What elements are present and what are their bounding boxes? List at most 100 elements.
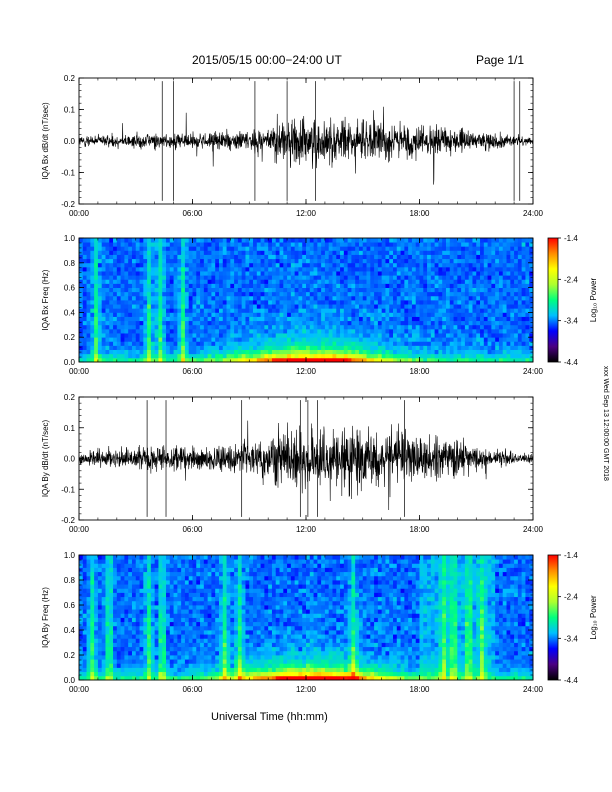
spectrogram-cell <box>113 600 118 606</box>
spectrogram-cell <box>188 563 193 568</box>
spectrogram-cell <box>135 254 140 260</box>
spectrogram-cell <box>480 271 485 276</box>
spectrogram-cell <box>113 337 118 342</box>
spectrogram-cell <box>362 242 367 247</box>
spectrogram-cell <box>158 567 163 573</box>
spectrogram-cell <box>464 271 470 276</box>
spectrogram-cell <box>287 308 292 313</box>
spectrogram-cell <box>317 337 322 342</box>
spectrogram-cell <box>427 308 432 313</box>
spectrogram-cell <box>510 341 515 346</box>
spectrogram-cell <box>411 295 417 301</box>
spectrogram-cell <box>298 333 303 338</box>
spectrogram-cell <box>154 659 159 664</box>
spectrogram-cell <box>150 584 156 589</box>
spectrogram-cell <box>162 308 167 313</box>
spectrogram-cell <box>139 596 144 602</box>
spectrogram-cell <box>419 242 424 247</box>
spectrogram-cell <box>472 262 477 268</box>
spectrogram-cell <box>200 617 205 623</box>
spectrogram-cell <box>487 291 492 297</box>
spectrogram-cell <box>131 312 137 317</box>
spectrogram-cell <box>336 328 341 334</box>
spectrogram-cell <box>347 324 352 330</box>
spectrogram-cell <box>143 291 148 297</box>
spectrogram-cell <box>90 559 95 564</box>
spectrogram-cell <box>423 357 428 363</box>
spectrogram-cell <box>79 308 84 313</box>
spectrogram-cell <box>86 559 91 564</box>
spectrogram-cell <box>113 650 118 656</box>
spectrogram-cell <box>237 316 243 322</box>
spectrogram-cell <box>381 242 386 247</box>
spectrogram-cell <box>116 625 122 631</box>
spectrogram-cell <box>203 312 209 317</box>
spectrogram-cell <box>90 312 95 317</box>
spectrogram-cell <box>302 300 307 305</box>
spectrogram-cell <box>188 555 193 560</box>
spectrogram-cell <box>514 316 519 322</box>
spectrogram-cell <box>79 559 84 564</box>
spectrogram-cell <box>332 353 337 359</box>
spectrogram-cell <box>86 667 91 673</box>
spectrogram-cell <box>351 258 356 264</box>
spectrogram-cell <box>264 246 269 251</box>
spectrogram-cell <box>177 634 182 639</box>
spectrogram-cell <box>249 275 254 280</box>
spectrogram-cell <box>169 575 174 581</box>
spectrogram-cell <box>340 324 345 330</box>
spectrogram-cell <box>347 266 352 272</box>
spectrogram-cell <box>143 345 148 350</box>
spectrogram-cell <box>400 316 405 322</box>
spectrogram-cell <box>355 333 360 338</box>
spectrogram-cell <box>147 567 152 573</box>
spectrogram-cell <box>415 312 420 317</box>
spectrogram-cell <box>184 555 190 560</box>
spectrogram-cell <box>120 333 125 338</box>
spectrogram-cell <box>120 279 125 284</box>
spectrogram-cell <box>150 638 156 643</box>
spectrogram-cell <box>468 279 473 284</box>
spectrogram-cell <box>162 588 167 593</box>
spectrogram-cell <box>419 345 424 350</box>
spectrogram-cell <box>302 271 307 276</box>
spectrogram-cell <box>476 242 481 247</box>
spectrogram-cell <box>487 320 492 326</box>
spectrogram-cell <box>309 275 314 280</box>
spectrogram-cell <box>82 646 87 652</box>
spectrogram-cell <box>260 291 265 297</box>
spectrogram-cell <box>131 279 137 284</box>
spectrogram-cell <box>491 328 496 334</box>
spectrogram-cell <box>302 345 307 350</box>
spectrogram-cell <box>226 291 231 297</box>
spectrogram-cell <box>90 650 95 656</box>
x-tick-label: 00:00 <box>69 209 90 218</box>
spectrogram-cell <box>279 312 284 317</box>
spectrogram-cell <box>173 596 178 602</box>
spectrogram-cell <box>317 316 322 322</box>
spectrogram-cell <box>498 341 504 346</box>
spectrogram-cell <box>200 287 205 293</box>
spectrogram-cell <box>124 642 129 648</box>
spectrogram-cell <box>211 283 216 288</box>
spectrogram-cell <box>389 308 394 313</box>
spectrogram-cell <box>336 238 341 243</box>
spectrogram-cell <box>340 312 345 317</box>
spectrogram-cell <box>82 671 87 677</box>
spectrogram-cell <box>188 320 193 326</box>
spectrogram-cell <box>385 341 390 346</box>
spectrogram-cell <box>113 588 118 593</box>
spectrogram-cell <box>150 271 156 276</box>
spectrogram-cell <box>351 320 356 326</box>
spectrogram-cell <box>128 596 133 602</box>
spectrogram-cell <box>370 357 375 363</box>
spectrogram-cell <box>135 246 140 251</box>
spectrogram-cell <box>321 353 326 359</box>
spectrogram-cell <box>79 630 84 635</box>
spectrogram-cell <box>79 655 84 660</box>
spectrogram-cell <box>131 671 137 677</box>
spectrogram-cell <box>192 246 197 251</box>
spectrogram-cell <box>158 659 163 664</box>
spectrogram-cell <box>105 300 110 305</box>
spectrogram-cell <box>415 300 420 305</box>
